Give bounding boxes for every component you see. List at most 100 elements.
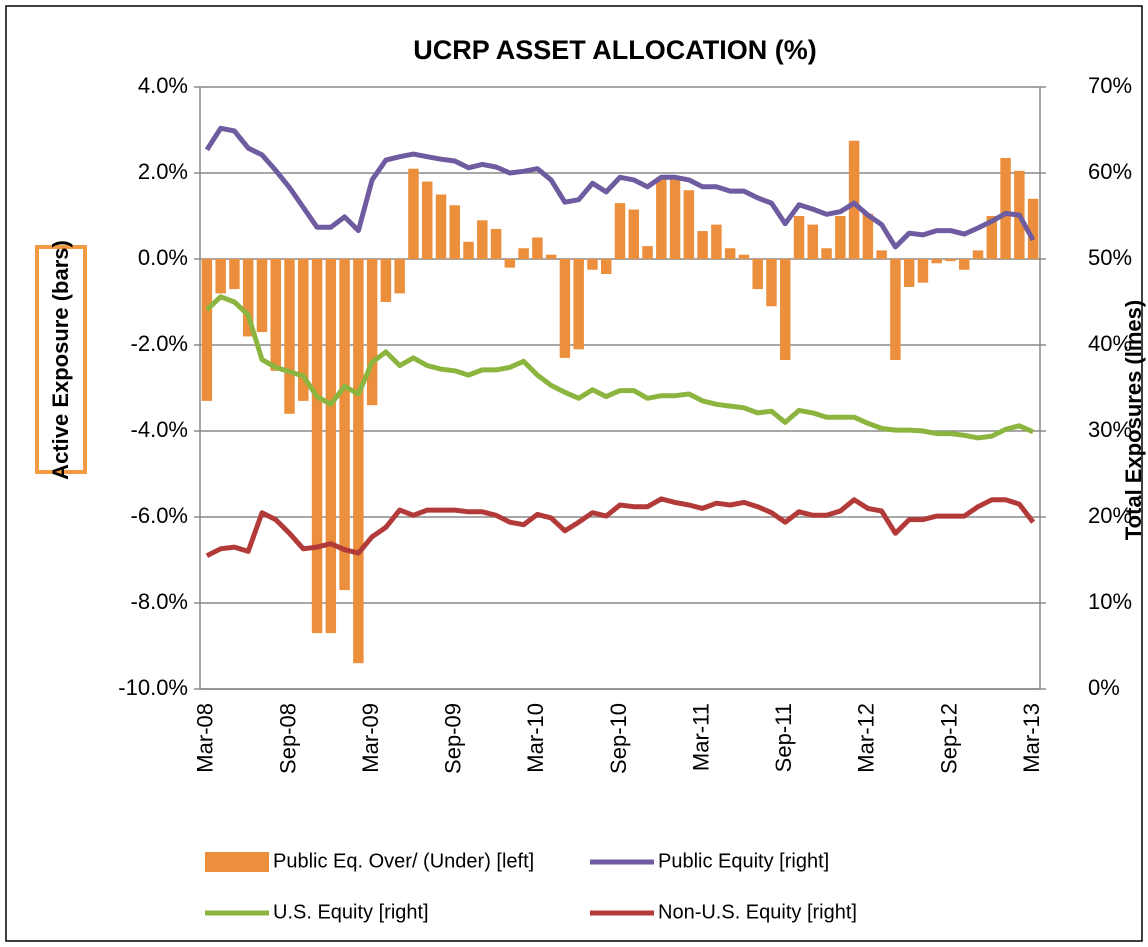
- y2-tick-label: 0%: [1088, 675, 1120, 700]
- bar: [408, 168, 419, 259]
- x-tick-label: Mar-09: [358, 703, 383, 773]
- y-tick-label: 0.0%: [138, 245, 188, 270]
- bar: [614, 203, 626, 259]
- bar: [298, 259, 309, 401]
- bar: [793, 216, 805, 259]
- y2-tick-label: 20%: [1088, 503, 1132, 528]
- bar: [986, 216, 998, 259]
- bar: [504, 259, 516, 268]
- y2-tick-label: 40%: [1088, 331, 1132, 356]
- bar: [325, 259, 337, 634]
- legend-swatch: [205, 852, 269, 872]
- y2-tick-label: 30%: [1088, 417, 1132, 442]
- y-tick-label: -6.0%: [131, 503, 188, 528]
- bar: [1027, 198, 1039, 259]
- bar: [242, 259, 254, 337]
- bar: [917, 259, 929, 283]
- bar: [311, 259, 323, 634]
- line: [205, 294, 1035, 441]
- y-tick-label: -10.0%: [118, 675, 188, 700]
- x-tick-label: Mar-08: [193, 703, 218, 773]
- bar: [697, 231, 708, 259]
- y-tick-label: -4.0%: [131, 417, 188, 442]
- bar: [766, 259, 777, 307]
- x-tick-label: Sep-12: [936, 703, 961, 774]
- line: [204, 125, 1036, 250]
- bar: [807, 224, 819, 259]
- bar: [959, 259, 970, 270]
- y-tick-label: -8.0%: [131, 589, 188, 614]
- bar: [518, 248, 529, 259]
- bar: [821, 248, 832, 259]
- bar: [215, 259, 226, 294]
- bar: [477, 220, 488, 259]
- bar: [421, 181, 433, 259]
- bar: [366, 259, 378, 406]
- bar: [835, 216, 846, 259]
- bar: [903, 259, 915, 287]
- x-tick-label: Sep-09: [441, 703, 466, 774]
- bar: [270, 259, 281, 371]
- x-tick-label: Mar-11: [688, 703, 713, 771]
- x-tick-label: Mar-10: [523, 703, 548, 773]
- y2-axis-label: Total Exposures (lines): [1121, 300, 1146, 540]
- bar: [945, 259, 956, 262]
- bar: [380, 259, 392, 302]
- y-label-box: [35, 245, 87, 474]
- y-tick-label: 4.0%: [138, 73, 188, 98]
- bar: [600, 259, 612, 275]
- bar: [1000, 157, 1011, 259]
- bar: [876, 250, 887, 259]
- bar: [628, 209, 640, 259]
- bar: [559, 259, 571, 358]
- x-tick-label: Mar-13: [1019, 703, 1044, 773]
- bar: [587, 259, 598, 270]
- legend-label: Public Equity [right]: [658, 850, 829, 872]
- bar: [229, 259, 240, 290]
- x-tick-label: Sep-08: [275, 703, 300, 774]
- bar: [683, 190, 695, 259]
- bar: [669, 179, 681, 259]
- x-tick-label: Sep-10: [606, 703, 631, 774]
- bar: [532, 237, 543, 259]
- bar: [780, 259, 791, 361]
- bar: [339, 259, 350, 591]
- chart-border: [5, 5, 1143, 942]
- bar: [890, 259, 901, 361]
- bar: [642, 246, 653, 259]
- bar: [931, 259, 942, 264]
- bar: [353, 259, 364, 664]
- legend-label: Public Eq. Over/ (Under) [left]: [273, 850, 534, 872]
- legend-label: Non-U.S. Equity [right]: [658, 901, 857, 923]
- bar: [752, 259, 763, 290]
- bar: [545, 254, 557, 259]
- bar: [284, 259, 295, 414]
- chart-title: UCRP ASSET ALLOCATION (%): [413, 35, 817, 65]
- y-axis-label: Active Exposure (bars): [48, 240, 73, 480]
- bar: [201, 259, 213, 401]
- y2-tick-label: 10%: [1088, 589, 1132, 614]
- bar: [435, 194, 447, 259]
- bar: [724, 248, 736, 259]
- line: [205, 496, 1036, 558]
- y2-tick-label: 70%: [1088, 73, 1132, 98]
- bar: [463, 241, 474, 259]
- bar: [711, 224, 722, 259]
- bar: [862, 213, 874, 259]
- bar: [738, 254, 750, 259]
- y2-tick-label: 60%: [1088, 159, 1132, 184]
- legend-label: U.S. Equity [right]: [273, 901, 429, 923]
- x-tick-label: Sep-11: [771, 703, 796, 772]
- bar: [256, 259, 268, 333]
- bar: [656, 177, 667, 259]
- y2-tick-label: 50%: [1088, 245, 1132, 270]
- x-tick-label: Mar-12: [854, 703, 879, 773]
- bar: [490, 228, 502, 259]
- y-tick-label: -2.0%: [131, 331, 188, 356]
- bar: [848, 140, 860, 259]
- y-tick-label: 2.0%: [138, 159, 188, 184]
- bar: [449, 205, 460, 259]
- bar: [394, 259, 405, 294]
